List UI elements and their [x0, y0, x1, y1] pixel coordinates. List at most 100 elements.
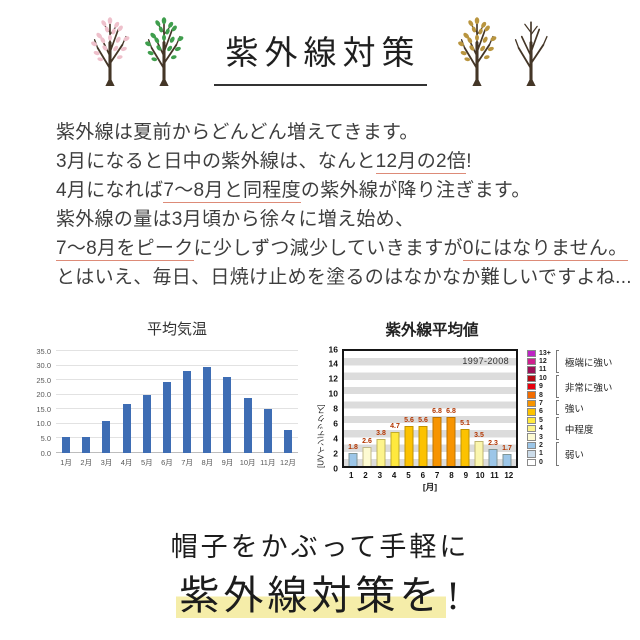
gridline — [56, 452, 298, 453]
footer-highlighted-text: 紫外線対策を — [176, 573, 447, 618]
uv-bar — [432, 417, 442, 466]
bar-value-label: 5.6 — [418, 416, 428, 424]
legend-level-label: 4 — [539, 425, 543, 433]
gridline — [56, 393, 298, 395]
temp-bar — [122, 404, 131, 453]
legend-level-label: 6 — [539, 408, 543, 416]
text-segment: に少しずつ減少していきますが — [193, 238, 463, 259]
x-tick-label: 10月 — [239, 458, 256, 467]
uv-xlabels: 1 2 3 4 5 6 7 8 9 10 11 12 — [342, 471, 518, 480]
legend-level-label: 0 — [539, 458, 543, 466]
uv-x-axis-label: [月] — [422, 482, 438, 492]
temp-bar — [162, 381, 171, 453]
bar-column: 6.8 — [430, 351, 444, 466]
uv-bar — [418, 425, 428, 466]
text-line: とはいえ、毎日、日焼け止めを塗るのはなかなか難しいですよね... — [56, 263, 640, 292]
y-tick-label: 12 — [328, 373, 338, 384]
text-segment: 紫外線の量は3月頃から徐々に増え始め、 — [56, 209, 415, 230]
bar-column: 1.7 — [500, 351, 514, 466]
x-tick-label: 5月 — [140, 458, 153, 467]
temp-bar — [142, 395, 151, 453]
legend-level-label: 3 — [539, 433, 543, 441]
y-tick-label: 16 — [328, 343, 338, 354]
x-tick-label: 3月 — [100, 458, 113, 467]
text-segment: とはいえ、毎日、日焼け止めを塗るのはなかなか難しいですよね... — [56, 267, 632, 288]
bar-column: 5.1 — [458, 351, 472, 466]
summer-tree-icon — [143, 17, 184, 86]
legend-group-bracket — [555, 350, 559, 374]
footer-exclamation: ! — [446, 573, 464, 618]
legend-row: 13+ — [527, 349, 551, 357]
legend-level-label: 9 — [539, 383, 543, 391]
underlined-text: 0にはなりません。 — [462, 238, 628, 261]
legend-color-cell — [527, 425, 536, 433]
gridline — [56, 350, 298, 351]
temp-bar — [263, 409, 272, 453]
legend-color-cell — [527, 458, 536, 466]
legend-row: 6 — [527, 408, 551, 416]
uv-plot: 1997-2008 1.8 2.6 3.8 4.7 5.6 5.6 6.8 6.8 5.1 3.5… — [342, 349, 518, 468]
text-segment: 4月になれば — [56, 180, 164, 201]
legend-color-cell — [527, 391, 536, 399]
legend-group-bracket — [555, 375, 559, 399]
y-tick-label: 5.0 — [40, 433, 51, 443]
y-tick-label: 0 — [333, 462, 338, 473]
legend-level-label: 2 — [539, 441, 543, 449]
uv-bar — [376, 438, 386, 466]
legend-level-label: 10 — [539, 374, 547, 382]
y-tick-label: 0.0 — [40, 448, 51, 458]
spring-tree-icon — [89, 17, 130, 86]
bar-column: 1.8 — [346, 351, 360, 466]
legend-level-label: 5 — [539, 416, 543, 424]
y-tick-label: 25.0 — [36, 375, 51, 385]
gridline — [56, 364, 298, 366]
text-segment: 紫外線は夏前からどんどん増えてきます。 — [56, 122, 419, 143]
legend-color-cell — [527, 349, 536, 357]
bar-column: 2.3 — [486, 351, 500, 466]
uv-bar — [460, 429, 470, 466]
legend-color-cell — [527, 366, 536, 374]
text-line: 3月になると日中の紫外線は、なんと12月の2倍! — [56, 147, 640, 176]
x-tick-label: 4 — [391, 471, 397, 480]
x-tick-label: 1月 — [60, 458, 72, 467]
legend-group-bracket — [555, 400, 559, 416]
temp-bar — [223, 376, 232, 453]
charts-row: 平均気温 0.0 5.0 10.0 15.0 20.0 25.0 30.0 35.0 1月 2月… — [0, 318, 640, 493]
bar-column: 3.8 — [374, 351, 388, 466]
bar-value-label: 1.7 — [502, 444, 512, 452]
underlined-text: 7〜8月をピーク — [56, 238, 194, 261]
legend-group-label: 中程度 — [564, 424, 594, 436]
temp-xlabels: 1月 2月 3月 4月 5月 6月 7月 8月 9月 10月 11月 12月 — [56, 457, 298, 468]
bar-value-label: 6.8 — [446, 408, 456, 416]
legend-group-bracket — [555, 417, 559, 441]
temp-bar — [243, 397, 252, 453]
header: 紫外線対策 — [0, 0, 640, 86]
bar-column — [56, 351, 76, 453]
legend-group-label: 強い — [564, 403, 584, 415]
uv-bar — [488, 449, 498, 466]
legend-color-cell — [527, 399, 536, 408]
uv-legend-scale: 13+ 12 11 10 9 8 7 6 5 4 3 2 1 0 — [527, 349, 551, 467]
legend-color-cell — [527, 433, 536, 441]
y-tick-label: 6 — [333, 418, 338, 429]
legend-group-label: 非常に強い — [564, 382, 613, 394]
text-segment: の紫外線が降り注ぎます。 — [300, 180, 531, 201]
temp-bar — [62, 436, 71, 453]
legend-row: 3 — [527, 433, 551, 441]
temp-bar — [183, 370, 192, 453]
x-tick-label: 1 — [348, 471, 354, 480]
y-tick-label: 10.0 — [36, 419, 51, 429]
footer-line1: 帽子をかぶって手軽に — [170, 532, 470, 562]
intro-text: 紫外線は夏前からどんどん増えてきます。 3月になると日中の紫外線は、なんと12月の… — [56, 118, 640, 292]
legend-row: 8 — [527, 391, 551, 399]
uv-bars: 1.8 2.6 3.8 4.7 5.6 5.6 6.8 6.8 5.1 3.5 2.3 1.7 — [344, 351, 516, 466]
y-tick-label: 4 — [333, 433, 338, 443]
footer-line2: 紫外線対策を! — [0, 573, 640, 619]
legend-level-label: 1 — [539, 450, 543, 458]
underlined-text: 7〜8月と同程度 — [163, 180, 301, 203]
bar-value-label: 3.8 — [376, 429, 386, 437]
temp-bar — [283, 430, 292, 453]
uv-bar — [474, 440, 484, 466]
x-tick-label: 7月 — [181, 458, 193, 467]
x-tick-label: 6 — [420, 471, 426, 480]
